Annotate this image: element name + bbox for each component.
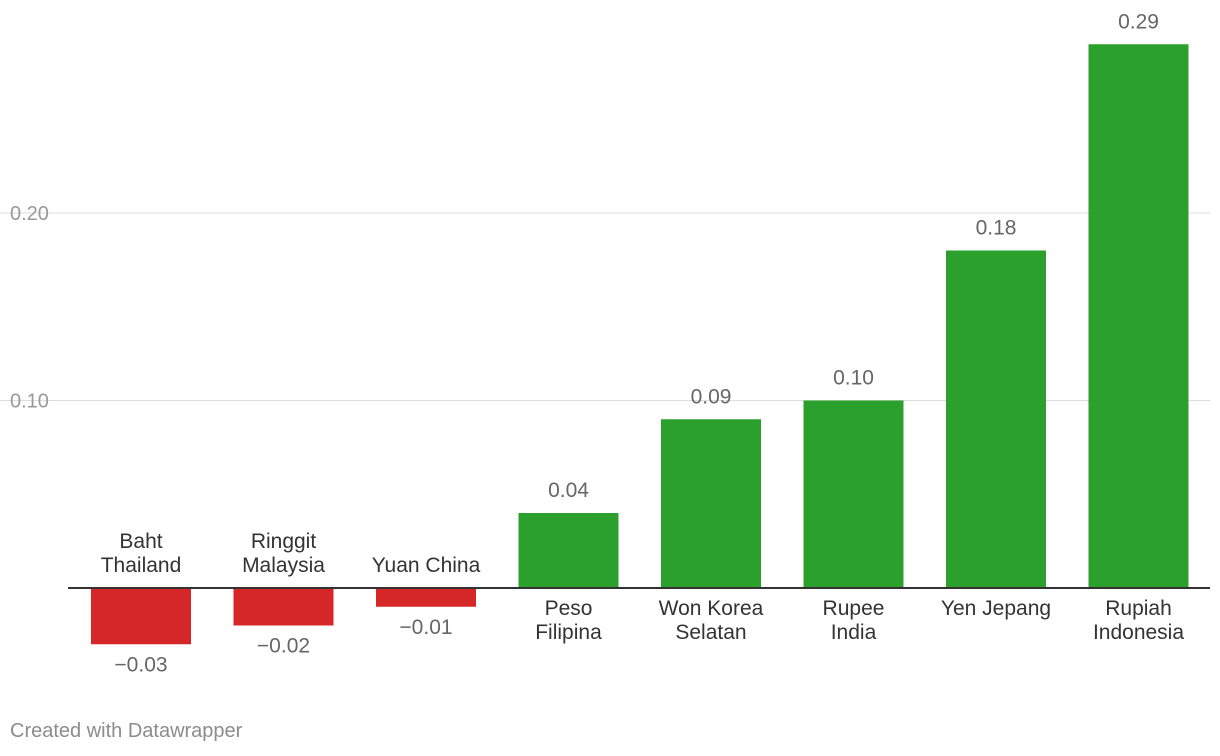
category-label-line: Filipina	[535, 621, 602, 644]
bar	[233, 588, 334, 626]
bar-chart: 0.10 0.20 −0.03 Baht Thailand −0.02 Ringgit Mal…	[0, 10, 1210, 676]
category-label-line: Malaysia	[242, 554, 325, 577]
category-label: Baht Thailand	[101, 530, 182, 577]
data-label: 0.18	[976, 217, 1017, 240]
category-label-line: Ringgit	[251, 530, 317, 553]
category-label: Ringgit Malaysia	[242, 530, 325, 577]
data-label: 0.04	[548, 479, 589, 502]
category-label-line: Baht	[119, 530, 162, 553]
category-label-line: Rupee	[823, 597, 885, 620]
category-label-line: Yuan China	[372, 554, 481, 577]
category-label: Yuan China	[372, 554, 481, 577]
category-label-line: Selatan	[675, 621, 746, 644]
category-label-line: Rupiah	[1105, 597, 1172, 620]
data-label: 0.09	[691, 385, 732, 408]
bar	[376, 588, 476, 607]
bar	[803, 400, 904, 588]
category-label: Yen Jepang	[941, 597, 1051, 620]
category-label: Won Korea Selatan	[659, 597, 764, 644]
data-label: −0.03	[114, 653, 167, 676]
credit-text: Created with Datawrapper	[10, 720, 243, 742]
category-label-line: Won Korea	[659, 597, 764, 620]
category-label-line: India	[831, 621, 877, 644]
category-label: Rupiah Indonesia	[1093, 597, 1184, 644]
category-label: Rupee India	[823, 597, 885, 644]
data-label: −0.02	[257, 635, 310, 658]
y-tick-label: 0.10	[10, 391, 49, 413]
bar	[1088, 44, 1189, 588]
data-label: 0.10	[833, 367, 874, 390]
bar	[518, 513, 619, 588]
category-label-line: Peso	[545, 597, 593, 620]
data-label: 0.29	[1118, 10, 1159, 33]
y-tick-label: 0.20	[10, 203, 49, 225]
category-label-line: Indonesia	[1093, 621, 1184, 644]
bar	[91, 588, 191, 645]
category-label: Peso Filipina	[535, 597, 602, 644]
bar	[661, 419, 761, 588]
category-label-line: Thailand	[101, 554, 182, 577]
bar	[946, 250, 1046, 588]
category-label-line: Yen Jepang	[941, 597, 1051, 620]
data-label: −0.01	[399, 616, 452, 639]
